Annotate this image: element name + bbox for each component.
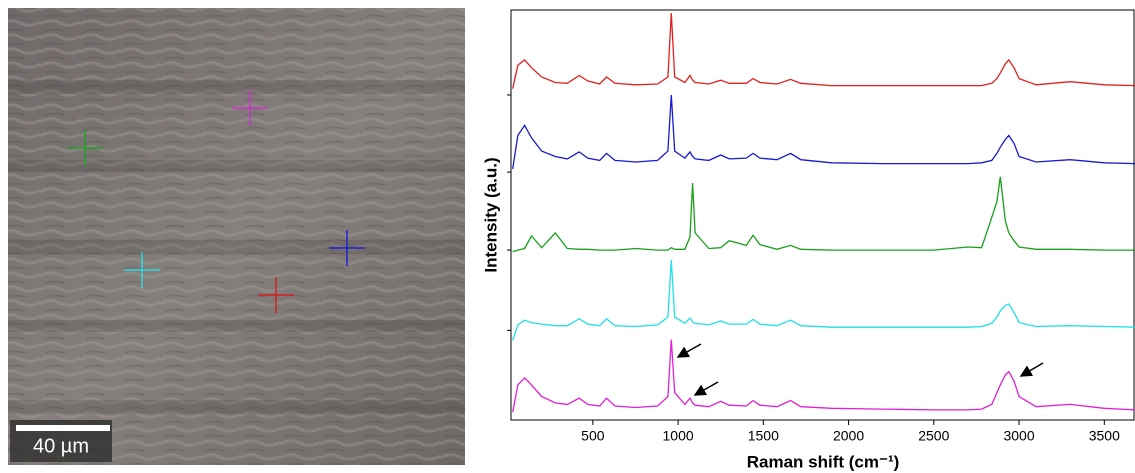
spectrum-line xyxy=(512,339,1135,413)
x-tick-label: 500 xyxy=(581,428,605,444)
annotation-arrows xyxy=(676,343,1044,396)
x-tick-label: 1000 xyxy=(663,428,694,444)
scale-bar-label: 40 µm xyxy=(33,435,89,457)
spectrum-line xyxy=(512,94,1135,170)
plot-frame xyxy=(510,9,1135,421)
x-axis-label: Raman shift (cm⁻¹) xyxy=(747,452,900,471)
y-axis-label: Intensity (a.u.) xyxy=(481,157,500,272)
x-tick-label: 2500 xyxy=(918,428,949,444)
x-tick-label: 1500 xyxy=(748,428,779,444)
spectrum-line xyxy=(512,260,1135,341)
x-tick-label: 3000 xyxy=(1003,428,1034,444)
x-tick-label: 3500 xyxy=(1089,428,1120,444)
spectrum-line xyxy=(512,13,1135,89)
micrograph: 40 µm xyxy=(8,8,465,465)
spectrum-line xyxy=(512,176,1135,253)
x-tick-label: 2000 xyxy=(833,428,864,444)
